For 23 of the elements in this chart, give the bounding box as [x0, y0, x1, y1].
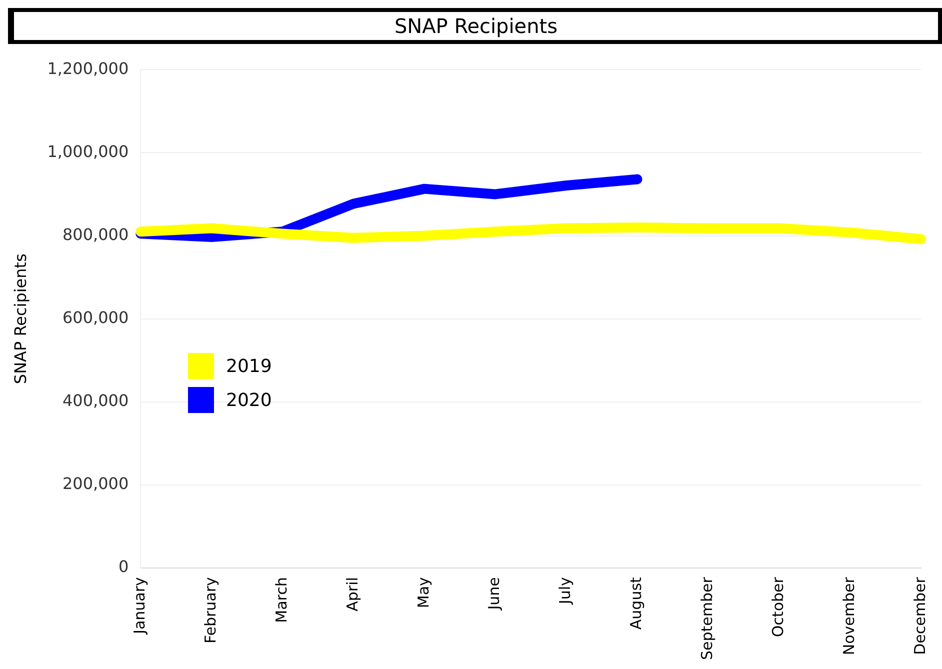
y-tick-label: 200,000 [62, 474, 129, 494]
y-tick-label: 400,000 [62, 391, 129, 410]
x-tick-label: October [769, 576, 788, 638]
legend-label: 2019 [226, 356, 272, 376]
y-axis-title: SNAP Recipients [10, 254, 30, 384]
y-tick-label: 600,000 [62, 308, 129, 327]
legend-label: 2020 [226, 390, 272, 410]
y-tick-label: 0 [118, 557, 129, 576]
y-tick-label: 1,000,000 [47, 142, 129, 161]
chart-title: SNAP Recipients [8, 8, 942, 44]
x-tick-label: March [272, 577, 290, 623]
x-tick-label: April [343, 577, 362, 612]
x-tick-label: July [556, 576, 574, 606]
x-tick-label: December [910, 576, 929, 655]
x-tick-label: November [840, 576, 858, 656]
x-tick-label: September [698, 576, 716, 660]
x-tick-label: January [130, 576, 149, 635]
x-tick-label: August [627, 576, 646, 630]
y-tick-label: 800,000 [62, 224, 129, 244]
x-tick-label: May [414, 576, 432, 608]
y-tick-label: 1,200,000 [47, 58, 129, 78]
x-tick-label: February [201, 576, 220, 644]
x-tick-label: June [485, 577, 504, 611]
